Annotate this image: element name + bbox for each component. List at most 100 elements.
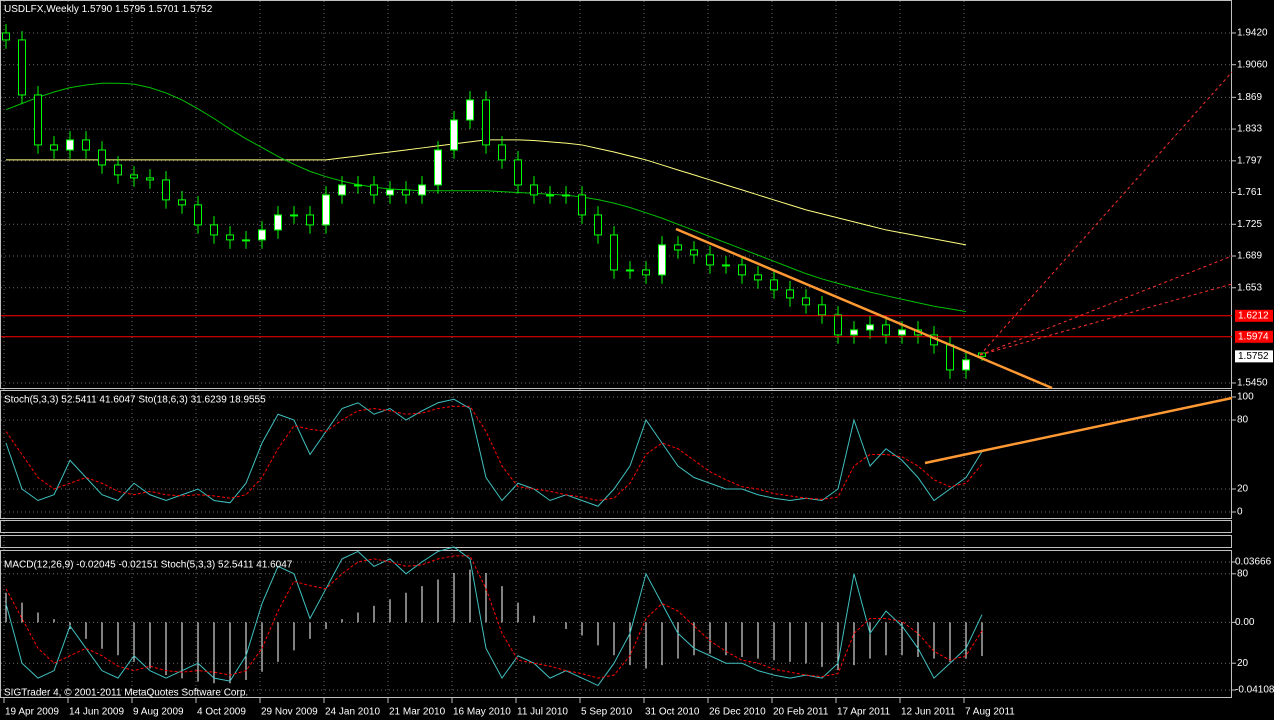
candle-body — [290, 214, 298, 217]
stoch-panel — [0, 390, 1232, 519]
candle-body — [274, 214, 282, 231]
x-tick-label: 20 Feb 2011 — [773, 707, 829, 718]
price-tag — [1235, 350, 1273, 363]
candle-body — [754, 274, 762, 281]
candle-body — [690, 249, 698, 256]
level-label: 1.6212 — [1238, 310, 1269, 321]
x-tick-label: 5 Sep 2010 — [581, 707, 633, 718]
candle-body — [466, 99, 474, 121]
candle-body — [402, 189, 410, 196]
candle-body — [18, 39, 26, 96]
x-tick-label: 21 Mar 2010 — [389, 707, 446, 718]
price-label: 1.5752 — [1238, 351, 1269, 362]
candle-body — [594, 214, 602, 236]
x-tick-label: 31 Oct 2010 — [645, 707, 700, 718]
candle-body — [898, 329, 906, 336]
y-tick-label: 20 — [1237, 484, 1249, 495]
x-tick-label: 29 Nov 2009 — [261, 707, 318, 718]
candle-body — [658, 244, 666, 276]
candle-body — [210, 224, 218, 236]
x-tick-label: 14 Jun 2009 — [69, 707, 124, 718]
candle-body — [386, 189, 394, 196]
candle-body — [530, 184, 538, 196]
candle-body — [82, 139, 90, 151]
macd-header: MACD(12,26,9) -0.02045 -0.02151 Stoch(5,… — [4, 560, 293, 571]
candle-body — [306, 214, 314, 226]
y-tick-label: -0.04108 — [1235, 685, 1274, 696]
candle-body — [738, 264, 746, 276]
candle-body — [258, 229, 266, 241]
candle-body — [722, 264, 730, 267]
candle-body — [498, 144, 506, 161]
level-tag — [1235, 309, 1273, 322]
candle-body — [882, 324, 890, 336]
candle-body — [802, 297, 810, 306]
candle-body — [562, 194, 570, 197]
indicator-line — [5, 546, 983, 687]
symbol: USDLFX,Weekly — [4, 4, 79, 15]
candle-body — [450, 119, 458, 151]
candle-body — [946, 344, 954, 371]
y-tick-label: 1.833 — [1237, 124, 1262, 135]
x-tick-label: 16 May 2010 — [453, 707, 511, 718]
trend-line — [924, 396, 1233, 465]
candle-body — [850, 329, 858, 336]
candle-body — [242, 239, 250, 242]
candle-body — [146, 177, 154, 181]
candle-body — [866, 324, 874, 331]
footer: SIGTrader 4, © 2001-2011 MetaQuotes Soft… — [4, 688, 248, 699]
candle-body — [706, 254, 714, 266]
y-tick-label: 0.00 — [1235, 617, 1255, 628]
candle-body — [98, 149, 106, 166]
empty-panel — [0, 535, 1232, 548]
x-tick-label: 26 Dec 2010 — [709, 707, 766, 718]
candle-body — [786, 289, 794, 299]
candle-body — [178, 199, 186, 206]
candle-body — [546, 194, 554, 197]
candle-body — [370, 184, 378, 196]
candle-body — [770, 279, 778, 291]
x-tick-label: 19 Apr 2009 — [5, 707, 59, 718]
x-tick-label: 17 Apr 2011 — [837, 707, 891, 718]
candle-body — [962, 359, 970, 371]
indicator-line — [5, 398, 983, 507]
candle-body — [34, 94, 42, 146]
candle-body — [434, 149, 442, 186]
candle-body — [338, 184, 346, 196]
level-tag — [1235, 330, 1273, 343]
macd-panel — [0, 550, 1232, 698]
candle-body — [642, 269, 650, 276]
candle-body — [482, 99, 490, 146]
y-tick-label: 1.797 — [1237, 155, 1262, 166]
y-tick-label: 1.689 — [1237, 251, 1262, 262]
level-label: 1.5974 — [1238, 331, 1269, 342]
y-tick-label: 0.03666 — [1235, 557, 1272, 568]
candle-body — [674, 244, 682, 251]
price-header: USDLFX,Weekly 1.5790 1.5795 1.5701 1.575… — [4, 4, 213, 15]
y-tick-label: 1.725 — [1237, 219, 1262, 230]
candle-body — [226, 234, 234, 241]
indicator-line — [5, 82, 967, 313]
candle-body — [322, 194, 330, 226]
x-tick-label: 24 Jan 2010 — [325, 707, 380, 718]
trend-line — [675, 227, 1053, 390]
candle-body — [66, 139, 74, 151]
stoch-header: Stoch(5,3,3) 52.5411 41.6047 Sto(18,6,3)… — [4, 395, 266, 406]
candle-body — [354, 184, 362, 187]
y-tick-label: 1.761 — [1237, 187, 1262, 198]
x-tick-label: 7 Aug 2011 — [965, 707, 1015, 718]
y-tick-label: 0 — [1237, 507, 1243, 518]
candle-body — [114, 164, 122, 176]
x-tick-label: 11 Jul 2010 — [517, 707, 568, 718]
ohlc: 1.5790 1.5795 1.5701 1.5752 — [82, 4, 213, 15]
y-tick-label: 1.9420 — [1237, 28, 1268, 39]
y-tick-label: 80 — [1237, 415, 1249, 426]
candle-body — [578, 194, 586, 216]
candle-body — [418, 184, 426, 196]
y-tick-label: 80 — [1237, 568, 1249, 579]
candle-body — [610, 234, 618, 271]
y-tick-label: 1.653 — [1237, 282, 1262, 293]
fan-line — [979, 283, 1233, 356]
candle-body — [50, 144, 58, 151]
